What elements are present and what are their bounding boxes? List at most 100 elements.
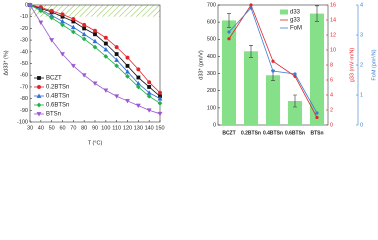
marker xyxy=(49,8,54,13)
marker xyxy=(271,69,275,73)
x-axis-label: T (°C) xyxy=(88,140,103,146)
marker xyxy=(125,73,130,79)
marker xyxy=(81,36,87,42)
y2-axis-label: g33 (mV·m/N) xyxy=(349,48,355,83)
marker xyxy=(36,93,42,98)
legend-label: d33 xyxy=(290,10,301,16)
x-tick-label: 140 xyxy=(145,125,154,131)
y-tick-label: -100 xyxy=(17,119,28,125)
y-tick-label: 200 xyxy=(207,88,216,94)
x-tick-label: 0.4BTSn xyxy=(263,130,283,136)
marker xyxy=(92,28,98,33)
marker xyxy=(93,32,97,37)
y-tick-label: 400 xyxy=(207,54,216,60)
x-tick-label: 0.6BTSn xyxy=(285,130,305,136)
y-tick-label: -10 xyxy=(20,14,28,20)
marker xyxy=(114,63,120,69)
y2-tick-label: 10 xyxy=(330,47,336,53)
x-tick-label: 0.2BTSn xyxy=(241,130,261,136)
x-tick-label: BCZT xyxy=(222,130,235,136)
error-bar xyxy=(293,94,297,108)
marker xyxy=(38,20,44,26)
x-tick-label: 100 xyxy=(101,125,110,131)
marker xyxy=(227,37,231,41)
marker xyxy=(125,99,130,104)
marker xyxy=(157,100,163,106)
x-tick-label: 110 xyxy=(112,125,121,131)
x-tick-label: BTSn xyxy=(310,130,323,136)
y2-tick-label: 14 xyxy=(330,17,336,23)
legend-label: BCZT xyxy=(46,76,62,82)
marker xyxy=(60,52,65,57)
x-tick-label: 50 xyxy=(49,125,55,131)
marker xyxy=(38,8,44,14)
marker xyxy=(125,63,130,68)
y3-tick-label: 3 xyxy=(360,32,363,38)
marker xyxy=(249,3,253,7)
y2-tick-label: 16 xyxy=(330,2,336,8)
marker xyxy=(114,52,119,57)
bar xyxy=(309,13,325,126)
marker xyxy=(103,35,108,40)
y2-tick-label: 8 xyxy=(330,62,333,68)
legend-label: FoM xyxy=(290,26,302,32)
figure: Δd33* (%) T (°C) d33* (pm/V) g33 (mV·m/N… xyxy=(3,2,377,146)
marker xyxy=(70,29,76,35)
marker xyxy=(49,15,55,21)
marker xyxy=(114,57,120,62)
marker xyxy=(249,6,253,10)
y-tick-label: 700 xyxy=(207,2,216,8)
marker xyxy=(157,96,163,101)
marker xyxy=(147,84,152,89)
y-tick-label: -70 xyxy=(20,84,28,90)
marker xyxy=(36,102,42,108)
x-tick-label: 90 xyxy=(92,125,98,131)
y-tick-label: 300 xyxy=(207,71,216,77)
legend-label: 0.6BTSn xyxy=(46,103,69,109)
marker xyxy=(271,59,275,63)
y3-axis-label: FoM (pm²/N) xyxy=(371,49,377,80)
marker xyxy=(92,81,98,86)
marker xyxy=(135,103,141,109)
legend-label: 0.2BTSn xyxy=(46,85,69,91)
marker xyxy=(92,44,98,50)
marker xyxy=(70,63,76,69)
x-tick-label: 30 xyxy=(27,125,33,131)
marker xyxy=(114,45,119,50)
legend-label: g33 xyxy=(290,18,301,24)
y2-tick-label: 0 xyxy=(330,122,333,128)
y-axis-label: Δd33* (%) xyxy=(3,50,9,75)
marker xyxy=(135,84,141,90)
marker xyxy=(125,55,130,60)
y-tick-label: 0 xyxy=(213,122,216,128)
marker xyxy=(227,30,231,34)
marker xyxy=(315,115,319,120)
y-tick-label: -80 xyxy=(20,96,28,102)
marker xyxy=(114,94,120,99)
marker xyxy=(92,38,98,44)
marker xyxy=(293,72,297,76)
marker xyxy=(103,54,109,59)
error-bar xyxy=(315,5,319,22)
marker xyxy=(81,31,87,37)
y-tick-label: -30 xyxy=(20,38,28,44)
y2-tick-label: 12 xyxy=(330,32,336,38)
x-tick-label: 80 xyxy=(81,125,87,131)
marker xyxy=(82,22,87,27)
hatched-region xyxy=(30,5,160,17)
marker xyxy=(103,88,109,93)
bar xyxy=(221,20,237,125)
marker xyxy=(146,108,152,113)
y3-tick-label: 0 xyxy=(360,122,363,128)
y-tick-label: -60 xyxy=(20,73,28,79)
bar xyxy=(243,51,259,125)
y-tick-label: -40 xyxy=(20,49,28,55)
marker xyxy=(103,41,108,46)
marker xyxy=(157,90,163,95)
bar xyxy=(287,101,303,125)
marker xyxy=(146,93,152,99)
marker xyxy=(136,75,141,80)
y3-tick-label: 4 xyxy=(360,2,363,8)
y-tick-label: -50 xyxy=(20,61,28,67)
y2-tick-label: 6 xyxy=(330,77,333,83)
